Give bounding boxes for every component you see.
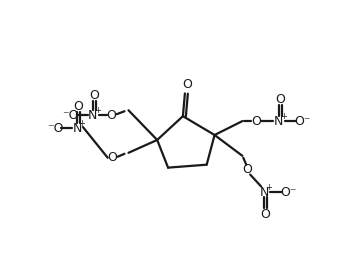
Text: O: O [89,89,99,102]
Text: O: O [73,100,83,113]
Text: O: O [275,93,285,106]
Text: N: N [72,122,82,135]
Text: N: N [274,115,284,128]
Text: O⁻: O⁻ [281,186,297,199]
Text: ⁻O: ⁻O [62,109,78,122]
Text: O: O [251,115,261,128]
Text: +: + [78,119,85,128]
Text: O: O [260,208,270,221]
Text: +: + [266,183,272,192]
Text: O: O [242,163,252,176]
Text: N: N [88,109,98,122]
Text: +: + [94,106,101,115]
Text: +: + [280,112,287,121]
Text: O: O [107,109,117,122]
Text: O: O [182,78,192,91]
Text: ⁻O: ⁻O [47,122,63,135]
Text: O⁻: O⁻ [294,115,311,128]
Text: N: N [259,186,269,199]
Text: O: O [108,151,118,164]
